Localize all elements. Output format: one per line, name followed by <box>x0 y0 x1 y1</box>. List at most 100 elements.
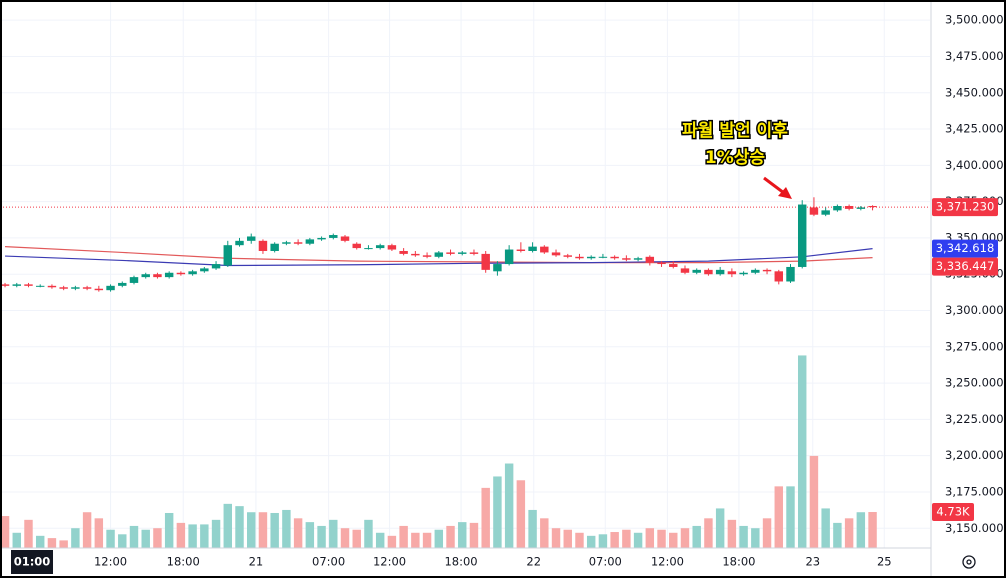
candle-body <box>434 252 444 257</box>
candle-body <box>669 264 678 267</box>
candle-body <box>223 245 233 266</box>
candle-body <box>200 268 209 272</box>
candle-body <box>680 268 690 273</box>
settings-icon[interactable] <box>962 555 976 569</box>
candle-body <box>24 284 33 286</box>
candle-body <box>0 284 10 286</box>
volume-bar <box>399 525 408 548</box>
volume-bar <box>645 528 655 548</box>
candle-body <box>493 264 502 272</box>
volume-bar <box>704 518 713 548</box>
volume-bar <box>528 509 537 548</box>
candle-body <box>809 207 819 215</box>
candle-body <box>797 204 807 267</box>
y-tick-label: 3,150.000 <box>945 521 1004 535</box>
volume-bar <box>434 529 444 548</box>
candle-body <box>657 262 666 265</box>
crosshair-label-box <box>11 550 54 574</box>
candle-body <box>645 256 655 263</box>
annotation: 파월 발언 이후 <box>682 120 788 141</box>
x-tick-label: 21 <box>249 555 264 569</box>
candle-body <box>399 250 408 254</box>
candle-body <box>751 269 760 273</box>
volume-bar <box>680 528 690 548</box>
candle-body <box>141 274 150 278</box>
y-tick-label: 3,475.000 <box>945 49 1004 63</box>
volume-bar <box>633 532 643 548</box>
volume-bar <box>188 524 197 548</box>
x-tick-label: 25 <box>877 555 892 569</box>
candle-body <box>293 242 303 244</box>
candle-body <box>481 253 490 270</box>
volume-bar <box>504 463 514 548</box>
candle-body <box>540 246 549 253</box>
y-tick-label: 3,225.000 <box>945 412 1004 426</box>
candle-body <box>528 246 537 251</box>
candle-body <box>317 237 326 240</box>
volume-bar <box>774 486 783 548</box>
y-tick-label: 3,400.000 <box>945 158 1004 172</box>
candle-body <box>153 274 162 278</box>
candle-body <box>247 236 256 241</box>
candle-body <box>387 245 397 250</box>
x-tick-label: 23 <box>805 555 820 569</box>
candle-body <box>633 258 643 260</box>
volume-bar <box>375 532 385 548</box>
candle-body <box>516 249 526 251</box>
candle-body <box>59 287 68 289</box>
x-tick-label: 07:00 <box>312 555 345 569</box>
volume-bar <box>809 455 819 548</box>
candle-body <box>868 205 877 208</box>
candle-body <box>47 285 57 288</box>
volume-bar <box>715 508 725 548</box>
candle-body <box>704 269 713 275</box>
volume-bar <box>364 519 373 548</box>
volume-bar <box>540 518 549 548</box>
volume-bar <box>516 480 526 548</box>
candle-body <box>563 255 572 257</box>
price-tag: 3,336.447 <box>936 259 995 273</box>
candle-body <box>504 249 514 265</box>
volume-bar <box>575 532 584 548</box>
volume-bar <box>153 528 162 548</box>
candle-body <box>844 205 854 209</box>
volume-bar <box>211 519 221 548</box>
volume-tag: 4.73K <box>936 504 970 518</box>
volume-bar <box>235 506 244 548</box>
volume-bar <box>751 528 760 548</box>
volume-bar <box>24 519 33 548</box>
candle-body <box>118 282 127 286</box>
x-tick-label: 12:00 <box>373 555 406 569</box>
volume-bar <box>106 529 115 548</box>
volume-bar <box>610 532 619 548</box>
volume-bar <box>223 503 233 548</box>
volume-bar <box>71 528 80 548</box>
annotation-arrowhead <box>778 187 792 199</box>
candle-body <box>71 287 80 289</box>
volume-bar <box>35 535 45 548</box>
x-tick-label: 12:00 <box>94 555 127 569</box>
candle-body <box>727 271 737 275</box>
volume-bar <box>551 528 561 548</box>
candle-body <box>305 239 315 244</box>
volume-bar <box>446 525 455 548</box>
volume-bar <box>247 512 256 548</box>
annotation-arrow <box>763 176 785 195</box>
volume-bar <box>200 524 209 548</box>
y-tick-label: 3,425.000 <box>945 122 1004 136</box>
x-tick-label: 18:00 <box>444 555 477 569</box>
volume-bar <box>164 512 174 548</box>
y-tick-label: 3,275.000 <box>945 339 1004 353</box>
candle-body <box>352 243 361 249</box>
price-tag-box <box>932 257 998 276</box>
candle-body <box>329 235 338 238</box>
volume-bar <box>317 525 326 548</box>
candle-body <box>586 256 596 259</box>
candle-body <box>446 252 455 254</box>
x-tick-label: 07:00 <box>589 555 622 569</box>
volume-bar <box>692 525 701 548</box>
volume-bar <box>797 355 807 548</box>
candle-body <box>598 256 608 258</box>
candle-body <box>270 243 279 251</box>
